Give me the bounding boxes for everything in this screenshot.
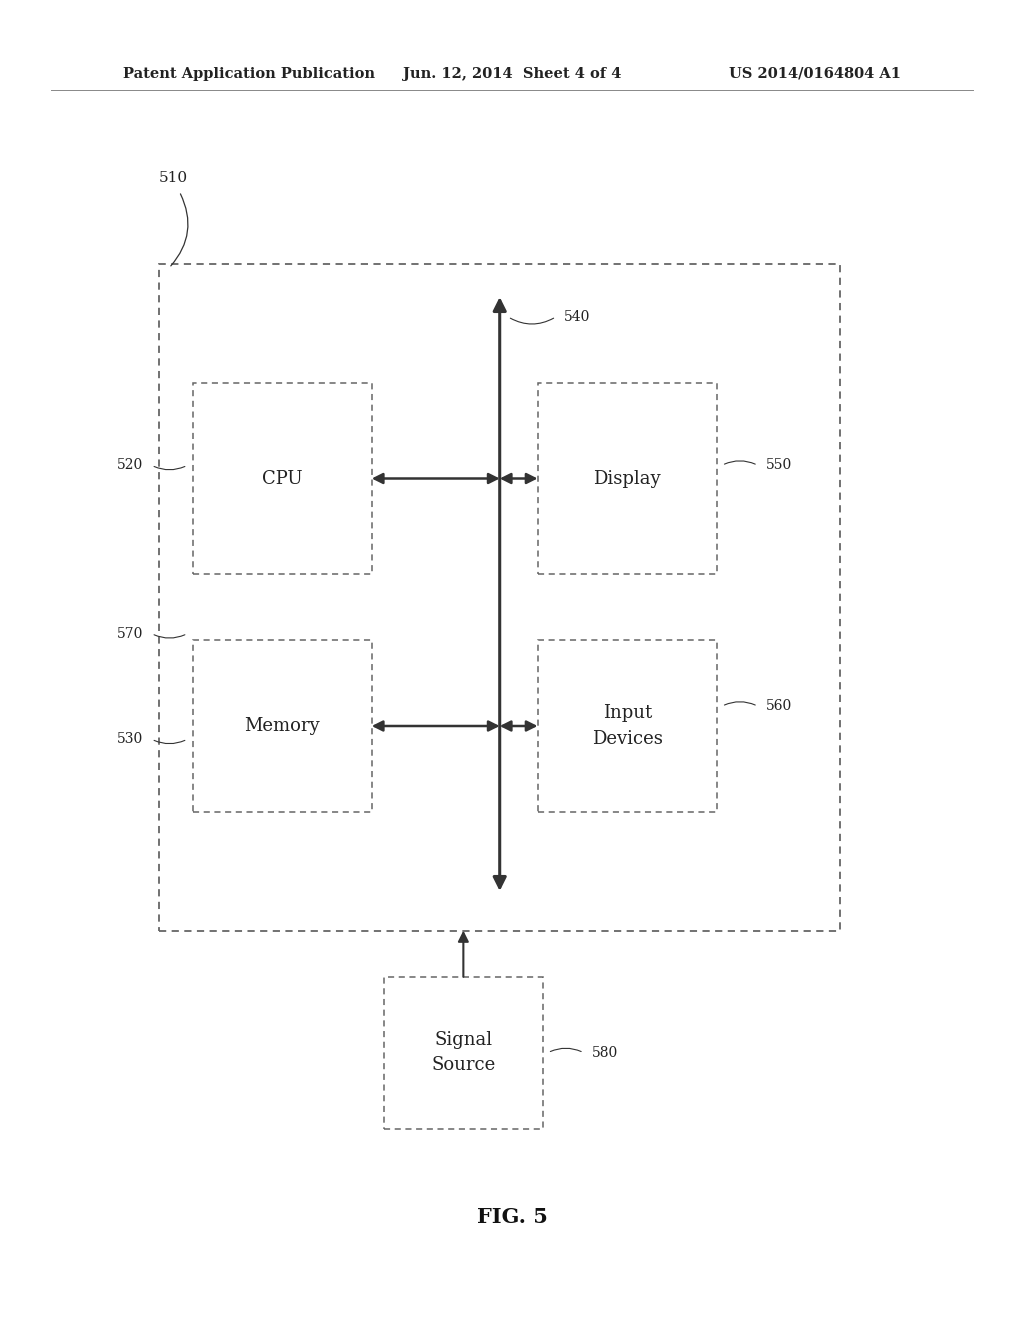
Bar — [538, 640, 717, 812]
Text: 560: 560 — [766, 700, 793, 713]
Text: 540: 540 — [564, 310, 591, 323]
Text: 510: 510 — [159, 170, 187, 185]
Text: Display: Display — [593, 470, 662, 487]
Text: Memory: Memory — [245, 717, 319, 735]
Bar — [159, 264, 840, 931]
Text: 580: 580 — [592, 1045, 618, 1060]
Text: 520: 520 — [117, 458, 143, 473]
Text: 530: 530 — [117, 733, 143, 746]
Text: Jun. 12, 2014  Sheet 4 of 4: Jun. 12, 2014 Sheet 4 of 4 — [402, 67, 622, 81]
Bar — [193, 383, 372, 574]
Text: Patent Application Publication: Patent Application Publication — [123, 67, 375, 81]
Text: 570: 570 — [117, 627, 143, 640]
Bar — [193, 640, 372, 812]
Bar — [384, 977, 543, 1129]
Text: 550: 550 — [766, 458, 793, 473]
Bar — [538, 383, 717, 574]
Text: Signal
Source: Signal Source — [431, 1031, 496, 1074]
Text: Input
Devices: Input Devices — [592, 705, 663, 747]
Text: FIG. 5: FIG. 5 — [476, 1206, 548, 1228]
Text: US 2014/0164804 A1: US 2014/0164804 A1 — [729, 67, 901, 81]
Text: CPU: CPU — [262, 470, 302, 487]
